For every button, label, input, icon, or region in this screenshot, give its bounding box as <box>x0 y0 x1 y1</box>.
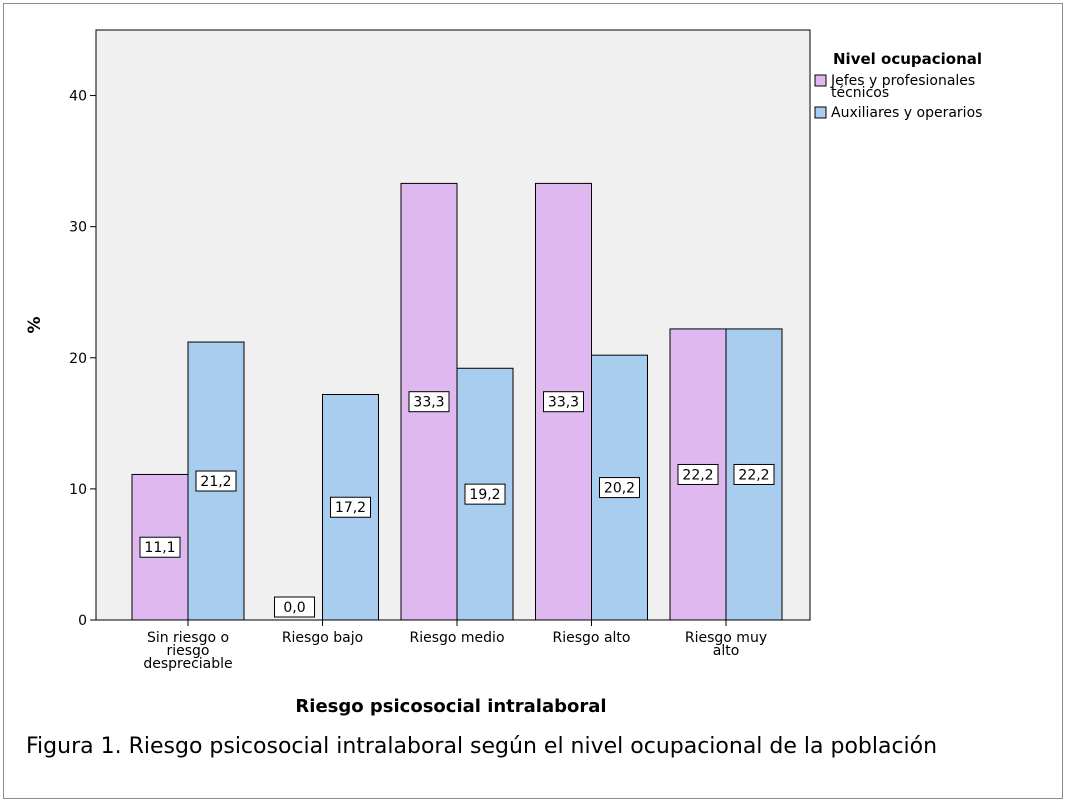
bar-chart: 0 10 20 30 40 Sin riesgo o riesgo despreciable… <box>25 29 982 717</box>
figure-caption: Figura 1. Riesgo psicosocial intralabora… <box>26 734 938 759</box>
legend-title: Nivel ocupacional <box>833 50 982 68</box>
data-label: 22,2 <box>733 463 775 485</box>
svg-text:11,1: 11,1 <box>144 540 175 556</box>
data-label: 11,1 <box>139 536 181 558</box>
y-tick-label: 0 <box>78 613 87 629</box>
svg-text:33,3: 33,3 <box>413 395 444 411</box>
y-tick-label: 20 <box>69 351 87 367</box>
legend-label: Auxiliares y operarios <box>831 105 982 121</box>
svg-text:17,2: 17,2 <box>335 500 366 516</box>
legend-swatch <box>814 74 827 87</box>
y-axis-label: % <box>25 316 45 333</box>
svg-text:22,2: 22,2 <box>682 467 713 483</box>
data-label: 20,2 <box>599 477 640 499</box>
svg-text:21,2: 21,2 <box>200 474 231 490</box>
x-tick-label: Riesgo alto <box>553 630 631 646</box>
x-tick-label: Riesgo bajo <box>282 630 363 646</box>
legend-label: Jefes y profesionales técnicos <box>830 73 975 101</box>
x-axis: Sin riesgo o riesgo despreciable Riesgo baj… <box>96 619 810 672</box>
svg-text:0,0: 0,0 <box>283 600 305 616</box>
svg-text:33,3: 33,3 <box>548 395 579 411</box>
x-tick-label: Riesgo medio <box>409 630 504 646</box>
data-label: 0,0 <box>274 596 315 618</box>
x-axis-label: Riesgo psicosocial intralaboral <box>295 696 606 717</box>
data-label: 33,3 <box>408 391 450 413</box>
x-tick-label: Sin riesgo o riesgo despreciable <box>143 630 232 672</box>
svg-text:22,2: 22,2 <box>738 467 769 483</box>
x-tick-label: Riesgo muy alto <box>685 630 767 659</box>
y-tick-label: 40 <box>69 89 87 105</box>
svg-text:19,2: 19,2 <box>469 487 500 503</box>
data-labels-group: 11,1 21,2 0,0 17,2 33,3 19,2 33,3 20,2 22,2 22,2 <box>139 391 775 618</box>
data-label: 19,2 <box>464 483 506 505</box>
data-label: 22,2 <box>677 463 719 485</box>
data-label: 17,2 <box>330 496 371 518</box>
legend: Nivel ocupacional Jefes y profesionales t… <box>814 50 982 121</box>
data-label: 21,2 <box>195 470 237 492</box>
data-label: 33,3 <box>543 391 584 413</box>
y-tick-label: 30 <box>69 220 87 236</box>
y-tick-label: 10 <box>69 482 87 498</box>
y-axis: 0 10 20 30 40 <box>69 30 97 629</box>
legend-swatch <box>814 106 827 119</box>
svg-text:20,2: 20,2 <box>604 481 635 497</box>
